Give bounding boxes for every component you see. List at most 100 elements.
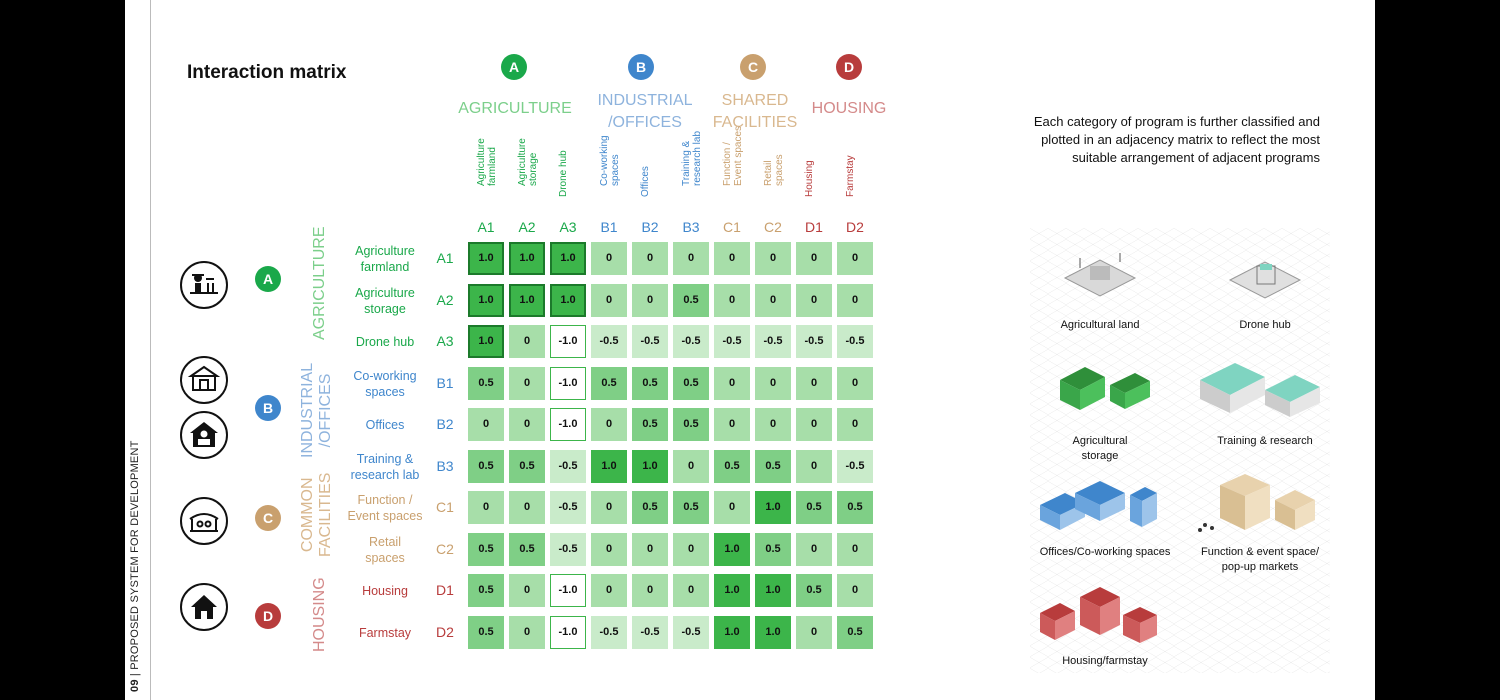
matrix-cell: 0	[632, 532, 668, 566]
row-label-line: Co-working	[353, 368, 417, 383]
matrix-cell: 0	[755, 366, 791, 400]
matrix-cell: 1.0	[591, 449, 627, 483]
matrix-cell: 0.5	[755, 532, 791, 566]
spine: 09 | PROPOSED SYSTEM FOR DEVELOPMENT	[125, 0, 151, 700]
matrix-cell: 0	[714, 491, 750, 524]
matrix-cell: 0	[673, 532, 709, 566]
row-label: Training & research lab	[335, 451, 435, 483]
row-label-line: Event spaces	[347, 509, 423, 523]
matrix-cell: 0	[837, 366, 873, 400]
matrix-cell: 0	[509, 615, 545, 649]
matrix-cell: 0	[755, 242, 791, 275]
matrix-cell: 0.5	[755, 449, 791, 483]
column-label-line: Co-working	[599, 135, 610, 186]
matrix-description: Each category of program is further clas…	[1033, 114, 1320, 165]
side-category-agriculture: AGRICULTURE	[311, 226, 328, 341]
row-label: Agriculture farmland	[335, 243, 435, 275]
side-badge-b: B	[255, 395, 281, 421]
industrial-building-icon	[180, 356, 228, 404]
row-label-line: research lab	[350, 467, 420, 482]
matrix-cell: -1.0	[550, 615, 586, 649]
side-badge-c: C	[255, 505, 281, 531]
matrix-cell: 1.0	[755, 491, 791, 524]
row-code: B1	[436, 374, 454, 391]
housing-farmstay-illustration	[1040, 587, 1157, 643]
matrix-cell: 1.0	[755, 574, 791, 607]
matrix-cell: 0	[796, 615, 832, 649]
spine-text: 09 | PROPOSED SYSTEM FOR DEVELOPMENT	[129, 440, 141, 692]
column-label-line: Agriculture	[476, 138, 487, 186]
category-d-badge: D	[836, 54, 862, 80]
side-badge-a: A	[255, 266, 281, 292]
agricultural-storage-label: Agricultural storage	[1072, 435, 1128, 462]
column-label-text: Offices	[640, 166, 651, 197]
matrix-cell: 0	[796, 366, 832, 400]
matrix-cell: -0.5	[550, 491, 586, 524]
matrix-cell: 1.0	[755, 615, 791, 649]
column-label-line: Function /	[722, 142, 733, 186]
matrix-cell: 0.5	[632, 491, 668, 524]
matrix-cell: -1.0	[550, 325, 586, 358]
matrix-cell: 0	[796, 449, 832, 483]
matrix-cell: 0	[755, 408, 791, 441]
matrix-cell: -1.0	[550, 366, 586, 400]
matrix-cell: 0	[632, 283, 668, 317]
row-label: Function / Event spaces	[335, 492, 435, 524]
matrix-cell: 0.5	[468, 532, 504, 566]
matrix-cell: 0	[509, 408, 545, 441]
row-code: A3	[436, 333, 454, 349]
matrix-cell: 0.5	[632, 408, 668, 441]
matrix-cell: 0	[755, 283, 791, 317]
matrix-cell: 0	[837, 574, 873, 607]
offices-coworking-label: Offices/Co-working spaces	[1039, 546, 1171, 558]
housing-farmstay-label: Housing/farmstay	[1062, 655, 1148, 667]
matrix-cell: 1.0	[509, 283, 545, 317]
matrix-cell: 1.0	[714, 615, 750, 649]
drone-hub-illustration	[1228, 261, 1302, 299]
row-label-line: Housing	[362, 584, 408, 598]
row-label-line: Drone hub	[355, 335, 415, 349]
column-label: Agriculture storage	[517, 118, 539, 208]
row-label-line: spaces	[365, 384, 405, 399]
matrix-cell: 0	[796, 283, 832, 317]
row-label-line: Agriculture	[355, 285, 415, 300]
matrix-cell: 0	[591, 574, 627, 607]
matrix-cell: 0	[796, 242, 832, 275]
matrix-cell: 0	[714, 366, 750, 400]
row-label-line: Farmstay	[358, 625, 412, 640]
column-label-line: Retail	[763, 160, 774, 186]
column-code: A3	[559, 219, 577, 235]
row-code: D2	[436, 623, 454, 640]
row-label-line: storage	[364, 301, 406, 316]
column-label: Farmstay	[845, 118, 863, 208]
column-label-text: Agriculture farmland	[476, 138, 498, 186]
matrix-cell: 1.0	[714, 532, 750, 566]
matrix-cell: 0	[796, 408, 832, 441]
column-label-line: Farmstay	[845, 155, 856, 197]
agricultural-land-illustration	[1063, 253, 1137, 297]
matrix-cell: 1.0	[509, 242, 545, 275]
matrix-cell: 0.5	[509, 449, 545, 483]
column-code: D2	[846, 219, 864, 235]
matrix-cell: -0.5	[632, 615, 668, 649]
matrix-cell: 0	[796, 532, 832, 566]
row-label-line: Retail	[369, 534, 401, 549]
agricultural-storage-illustration	[1060, 367, 1150, 410]
matrix-cell: -0.5	[796, 325, 832, 358]
matrix-cell: 0.5	[796, 574, 832, 607]
column-label-text: Function / Event spaces	[722, 126, 744, 186]
matrix-cell: 0	[468, 408, 504, 441]
column-code: B2	[641, 219, 659, 235]
column-code: B3	[682, 219, 700, 235]
column-label: Offices	[640, 118, 658, 208]
matrix-cell: 0.5	[837, 491, 873, 524]
column-label: Housing	[804, 118, 822, 208]
category-c-heading: SHARED FACILITIES	[712, 92, 798, 131]
side-badge-d: D	[255, 603, 281, 629]
matrix-cell: 0.5	[837, 615, 873, 649]
column-label-line: Agriculture	[517, 138, 528, 186]
category-a-badge: A	[501, 54, 527, 80]
matrix-cell: -0.5	[837, 325, 873, 358]
matrix-cell: 0	[837, 532, 873, 566]
matrix-cell: 0	[714, 408, 750, 441]
